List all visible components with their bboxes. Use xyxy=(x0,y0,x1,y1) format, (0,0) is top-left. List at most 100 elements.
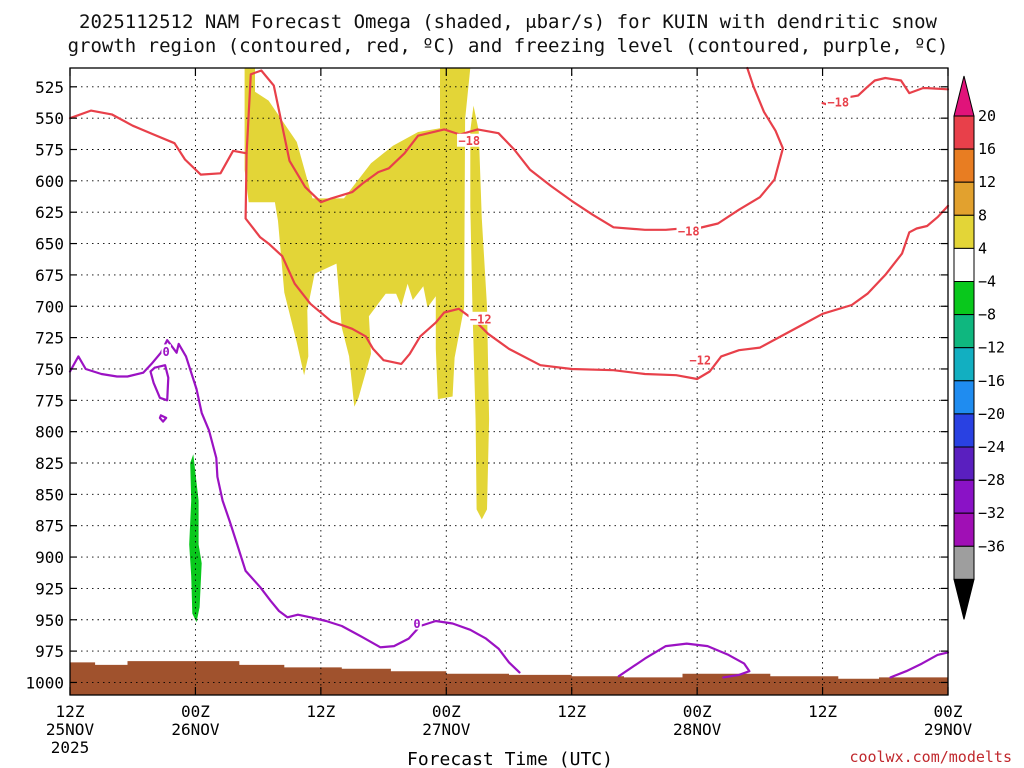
colorbar-box-7 xyxy=(953,314,975,349)
shaded-area-3 xyxy=(189,454,202,623)
y-tick-label-925: 925 xyxy=(35,579,64,598)
contour-label-5: −12 xyxy=(689,354,711,368)
x-tick-label-72-1: 12Z xyxy=(808,702,837,721)
colorbar-box-13 xyxy=(953,512,975,547)
temperature-contours xyxy=(68,66,950,679)
y-tick-label-975: 975 xyxy=(35,642,64,661)
contour-label-bg-5 xyxy=(688,353,713,367)
x-tick-label-36-2: 27NOV xyxy=(422,720,471,739)
colorbar-box-6 xyxy=(953,281,975,316)
colorbar-label-7: −8 xyxy=(978,306,996,324)
contour-label-bg-7 xyxy=(412,616,422,630)
colorbar-legend: 20 16 12 8 4 −4 −8 −12 −16 −20 −24 −28 −32 −36 xyxy=(953,75,1005,620)
x-tick-label-48-1: 12Z xyxy=(557,702,586,721)
colorbar-label-11: −24 xyxy=(978,438,1005,456)
colorbar-box-2 xyxy=(953,148,975,183)
y-tick-label-625: 625 xyxy=(35,203,64,222)
y-tick-label-800: 800 xyxy=(35,423,64,442)
x-tick-label-0-1: 12Z xyxy=(56,702,85,721)
contour-label-6: 0 xyxy=(163,345,170,359)
contour-labels: −18 −18 −18 −12 −12 0 0 xyxy=(161,94,851,631)
y-tick-label-900: 900 xyxy=(35,548,64,567)
y-tick-label-825: 825 xyxy=(35,454,64,473)
colorbar-label-8: −12 xyxy=(978,339,1005,357)
y-tick-label-550: 550 xyxy=(35,109,64,128)
colorbar-label-12: −28 xyxy=(978,471,1005,489)
y-tick-label-650: 650 xyxy=(35,235,64,254)
colorbar-label-3: 12 xyxy=(978,173,996,191)
y-tick-label-675: 675 xyxy=(35,266,64,285)
x-tick-label-60-2: 28NOV xyxy=(673,720,722,739)
chart-title-line-2: growth region (contoured, red, ºC) and f… xyxy=(68,35,949,57)
gridlines xyxy=(70,68,948,695)
contour-line-6 xyxy=(158,414,168,423)
x-tick-label-60-1: 00Z xyxy=(683,702,712,721)
colorbar-box-10 xyxy=(953,413,975,448)
y-tick-label-525: 525 xyxy=(35,78,64,97)
chart-title-line-1: 2025112512 NAM Forecast Omega (shaded, μ… xyxy=(79,11,937,33)
contour-label-3: −18 xyxy=(827,95,849,109)
contour-label-bg-4 xyxy=(468,311,494,325)
x-tick-label-12-1: 00Z xyxy=(181,702,210,721)
y-tick-label-875: 875 xyxy=(35,517,64,536)
colorbar-box-8 xyxy=(953,347,975,382)
colorbar-top-triangle xyxy=(953,75,975,117)
contour-label-1: −18 xyxy=(458,134,480,148)
colorbar-box-11 xyxy=(953,446,975,481)
x-tick-label-24-1: 12Z xyxy=(306,702,335,721)
omega-shading xyxy=(70,68,948,695)
y-tick-label-950: 950 xyxy=(35,611,64,630)
colorbar-bottom-triangle xyxy=(953,578,975,620)
x-tick-label-0-3: 2025 xyxy=(51,738,90,757)
colorbar-label-13: −32 xyxy=(978,504,1005,522)
colorbar-label-5: 4 xyxy=(978,239,987,257)
contour-line-8 xyxy=(889,651,950,679)
colorbar-label-4: 8 xyxy=(978,206,987,224)
colorbar-box-9 xyxy=(953,380,975,415)
x-tick-label-84-1: 00Z xyxy=(934,702,963,721)
shaded-area-1 xyxy=(244,68,471,407)
colorbar-box-4 xyxy=(953,214,975,249)
colorbar-box-1 xyxy=(953,115,975,150)
y-tick-label-600: 600 xyxy=(35,172,64,191)
plot-frame xyxy=(69,67,949,696)
y-tick-label-850: 850 xyxy=(35,485,64,504)
contour-label-bg-6 xyxy=(161,344,171,358)
colorbar-label-10: −20 xyxy=(978,405,1005,423)
y-axis-ticks: 525 550 575 600 625 650 675 700 725 750 775 800 825 8… xyxy=(25,78,948,692)
colorbar-box-5 xyxy=(953,247,975,282)
contour-label-bg-1 xyxy=(457,133,482,147)
colorbar-label-1: 20 xyxy=(978,107,996,125)
contour-line-5 xyxy=(149,364,170,402)
x-tick-label-0-2: 25NOV xyxy=(46,720,95,739)
contour-line-2 xyxy=(244,152,950,381)
x-axis-title: Forecast Time (UTC) xyxy=(407,749,613,768)
y-tick-label-775: 775 xyxy=(35,391,64,410)
colorbar-box-3 xyxy=(953,181,975,216)
x-tick-label-36-1: 00Z xyxy=(432,702,461,721)
colorbar-label-9: −16 xyxy=(978,372,1005,390)
y-tick-label-1000: 1000 xyxy=(25,673,64,692)
contour-label-2: −18 xyxy=(678,225,700,239)
contour-label-bg-2 xyxy=(676,224,702,238)
y-tick-label-750: 750 xyxy=(35,360,64,379)
contour-line-7 xyxy=(617,642,751,679)
site-credit: coolwx.com/modelts xyxy=(849,748,1012,766)
contour-label-bg-3 xyxy=(826,94,851,108)
contour-line-4 xyxy=(68,339,521,674)
colorbar-box-12 xyxy=(953,479,975,514)
colorbar-label-14: −36 xyxy=(978,537,1005,555)
shaded-area-4 xyxy=(70,661,948,695)
colorbar-label-6: −4 xyxy=(978,273,996,291)
x-tick-label-12-2: 26NOV xyxy=(171,720,220,739)
y-tick-label-575: 575 xyxy=(35,141,64,160)
contour-label-4: −12 xyxy=(470,312,492,326)
contour-label-7: 0 xyxy=(413,617,420,631)
colorbar-label-2: 16 xyxy=(978,140,996,158)
y-tick-label-725: 725 xyxy=(35,329,64,348)
y-tick-label-700: 700 xyxy=(35,297,64,316)
x-tick-label-84-2: 29NOV xyxy=(924,720,973,739)
colorbar-box-14 xyxy=(953,545,975,580)
